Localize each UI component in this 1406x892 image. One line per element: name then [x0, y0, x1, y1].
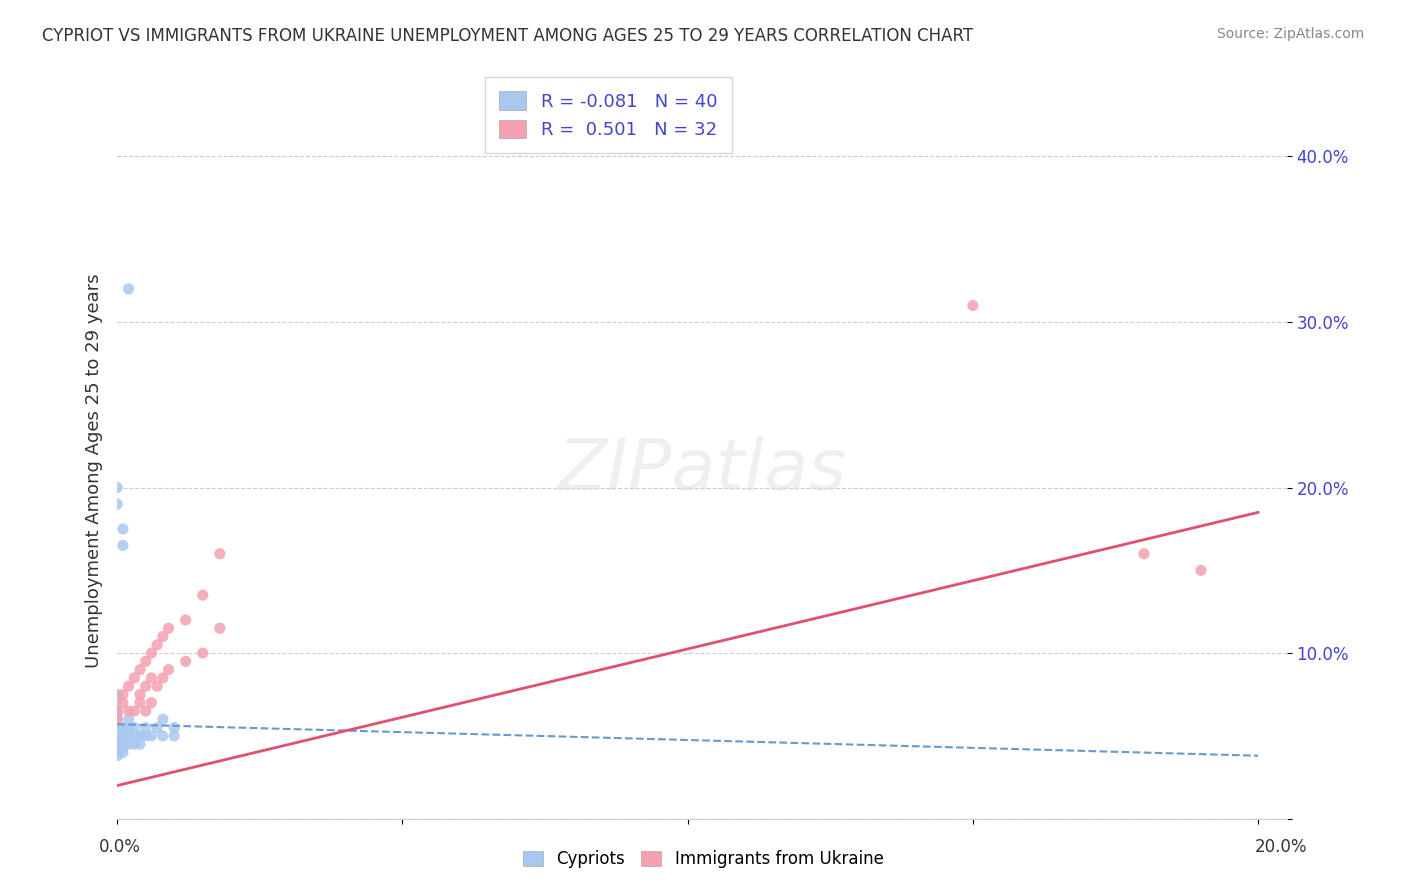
Point — [111, 740, 134, 755]
Point — [152, 671, 174, 685]
Point — [117, 712, 139, 726]
Point — [105, 721, 128, 735]
Point — [111, 732, 134, 747]
Point — [141, 696, 163, 710]
Point — [105, 707, 128, 722]
Point — [141, 671, 163, 685]
Point — [105, 746, 128, 760]
Point — [111, 729, 134, 743]
Text: Source: ZipAtlas.com: Source: ZipAtlas.com — [1216, 27, 1364, 41]
Point — [135, 704, 157, 718]
Text: 20.0%: 20.0% — [1256, 838, 1308, 856]
Point — [105, 740, 128, 755]
Point — [191, 646, 214, 660]
Legend: R = -0.081   N = 40, R =  0.501   N = 32: R = -0.081 N = 40, R = 0.501 N = 32 — [485, 77, 731, 153]
Point — [117, 679, 139, 693]
Point — [105, 704, 128, 718]
Point — [105, 712, 128, 726]
Point — [105, 712, 128, 726]
Point — [962, 298, 984, 312]
Point — [105, 481, 128, 495]
Point — [163, 729, 186, 743]
Point — [117, 721, 139, 735]
Point — [111, 696, 134, 710]
Point — [105, 732, 128, 747]
Point — [174, 613, 197, 627]
Point — [129, 729, 152, 743]
Point — [117, 729, 139, 743]
Point — [129, 737, 152, 751]
Point — [117, 282, 139, 296]
Point — [163, 721, 186, 735]
Point — [105, 692, 128, 706]
Point — [111, 723, 134, 738]
Point — [146, 679, 169, 693]
Point — [105, 688, 128, 702]
Point — [124, 737, 146, 751]
Point — [141, 729, 163, 743]
Point — [111, 746, 134, 760]
Point — [135, 721, 157, 735]
Point — [152, 729, 174, 743]
Point — [124, 721, 146, 735]
Point — [105, 729, 128, 743]
Point — [146, 638, 169, 652]
Point — [105, 737, 128, 751]
Point — [1133, 547, 1156, 561]
Point — [111, 522, 134, 536]
Point — [117, 737, 139, 751]
Point — [208, 621, 231, 635]
Point — [157, 621, 180, 635]
Text: ZIPatlas: ZIPatlas — [557, 436, 846, 506]
Point — [152, 712, 174, 726]
Point — [124, 729, 146, 743]
Point — [174, 654, 197, 668]
Point — [191, 588, 214, 602]
Point — [111, 721, 134, 735]
Point — [105, 704, 128, 718]
Point — [129, 688, 152, 702]
Point — [129, 663, 152, 677]
Text: 0.0%: 0.0% — [98, 838, 141, 856]
Point — [1189, 563, 1212, 577]
Point — [124, 704, 146, 718]
Point — [141, 646, 163, 660]
Text: CYPRIOT VS IMMIGRANTS FROM UKRAINE UNEMPLOYMENT AMONG AGES 25 TO 29 YEARS CORREL: CYPRIOT VS IMMIGRANTS FROM UKRAINE UNEMP… — [42, 27, 973, 45]
Point — [135, 679, 157, 693]
Y-axis label: Unemployment Among Ages 25 to 29 years: Unemployment Among Ages 25 to 29 years — [86, 274, 103, 668]
Point — [105, 497, 128, 511]
Point — [135, 654, 157, 668]
Point — [117, 704, 139, 718]
Point — [208, 547, 231, 561]
Point — [152, 630, 174, 644]
Point — [124, 671, 146, 685]
Point — [111, 688, 134, 702]
Point — [129, 696, 152, 710]
Point — [146, 721, 169, 735]
Point — [105, 748, 128, 763]
Point — [111, 539, 134, 553]
Point — [135, 729, 157, 743]
Legend: Cypriots, Immigrants from Ukraine: Cypriots, Immigrants from Ukraine — [516, 844, 890, 875]
Point — [157, 663, 180, 677]
